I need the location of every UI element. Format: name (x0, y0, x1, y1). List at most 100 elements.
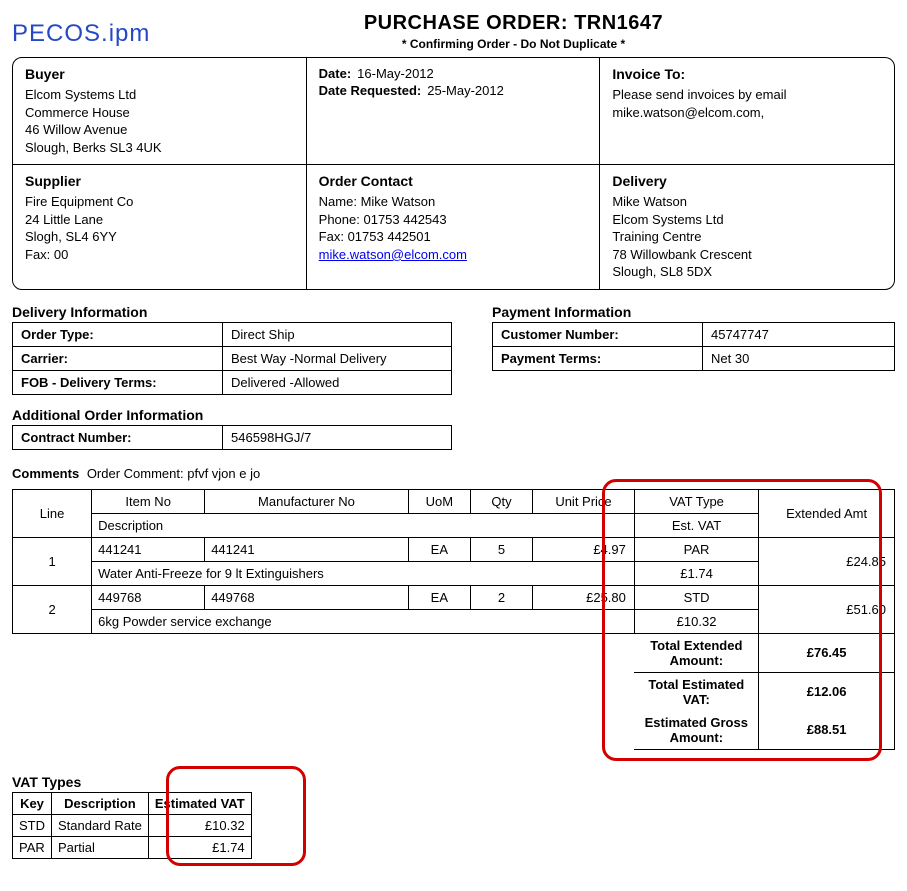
vat-key: STD (13, 814, 52, 836)
info-val: Best Way -Normal Delivery (223, 346, 452, 370)
supplier-line: Fire Equipment Co (25, 193, 294, 211)
col-ext-amt: Extended Amt (759, 489, 895, 537)
col-line: Line (13, 489, 92, 537)
buyer-cell: Buyer Elcom Systems Ltd Commerce House 4… (13, 58, 307, 165)
vat-col-est: Estimated VAT (148, 792, 251, 814)
cell-uom: EA (408, 537, 470, 561)
cell-unit-price: £4.97 (533, 537, 635, 561)
buyer-line: Commerce House (25, 104, 294, 122)
col-mfr-no: Manufacturer No (205, 489, 409, 513)
dates-cell: Date:16-May-2012 Date Requested:25-May-2… (307, 58, 601, 165)
comments-text: Order Comment: pfvf vjon e jo (87, 466, 260, 481)
delivery-line: Elcom Systems Ltd (612, 211, 882, 229)
info-key: FOB - Delivery Terms: (13, 370, 223, 394)
col-unit-price: Unit Price (533, 489, 635, 513)
payment-info-table: Customer Number:45747747 Payment Terms:N… (492, 322, 895, 371)
vat-types-table: Key Description Estimated VAT STD Standa… (12, 792, 252, 859)
vat-est: £1.74 (148, 836, 251, 858)
invoice-heading: Invoice To: (612, 66, 882, 82)
po-subtitle: * Confirming Order - Do Not Duplicate * (232, 37, 795, 51)
vat-col-desc: Description (52, 792, 149, 814)
cell-qty: 5 (470, 537, 532, 561)
col-est-vat: Est. VAT (634, 513, 758, 537)
col-vat-type: VAT Type (634, 489, 758, 513)
cell-vat-type: PAR (634, 537, 758, 561)
total-vat-label: Total Estimated VAT: (634, 672, 758, 711)
vat-est: £10.32 (148, 814, 251, 836)
contact-cell: Order Contact Name: Mike Watson Phone: 0… (307, 165, 601, 289)
header-grid: Buyer Elcom Systems Ltd Commerce House 4… (12, 57, 895, 290)
delivery-line: Slough, SL8 5DX (612, 263, 882, 281)
additional-info-section: Additional Order Information Contract Nu… (12, 407, 452, 450)
supplier-line: 24 Little Lane (25, 211, 294, 229)
info-val: 45747747 (703, 322, 895, 346)
vat-col-key: Key (13, 792, 52, 814)
contact-phone-value: 01753 442543 (363, 212, 446, 227)
line-items-table: Line Item No Manufacturer No UoM Qty Uni… (12, 489, 895, 750)
total-vat-value: £12.06 (759, 672, 895, 711)
delivery-info-section: Delivery Information Order Type:Direct S… (12, 304, 452, 395)
total-gross-value: £88.51 (759, 711, 895, 750)
vat-desc: Standard Rate (52, 814, 149, 836)
buyer-heading: Buyer (25, 66, 294, 82)
contact-heading: Order Contact (319, 173, 588, 189)
po-title: PURCHASE ORDER: TRN1647 (232, 12, 795, 35)
cell-ext-amt: £51.60 (759, 585, 895, 633)
contact-phone-label: Phone: (319, 212, 360, 227)
col-description: Description (92, 513, 635, 537)
info-key: Order Type: (13, 322, 223, 346)
payment-info-heading: Payment Information (492, 304, 895, 320)
total-ext-label: Total Extended Amount: (634, 633, 758, 672)
info-key: Contract Number: (13, 425, 223, 449)
cell-ext-amt: £24.85 (759, 537, 895, 585)
cell-mfr-no: 441241 (205, 537, 409, 561)
vat-desc: Partial (52, 836, 149, 858)
info-val: Delivered -Allowed (223, 370, 452, 394)
supplier-cell: Supplier Fire Equipment Co 24 Little Lan… (13, 165, 307, 289)
comments-label: Comments (12, 466, 79, 481)
cell-uom: EA (408, 585, 470, 609)
supplier-line: Slogh, SL4 6YY (25, 228, 294, 246)
vat-types-heading: VAT Types (12, 774, 312, 790)
info-key: Payment Terms: (493, 346, 703, 370)
cell-mfr-no: 449768 (205, 585, 409, 609)
buyer-line: 46 Willow Avenue (25, 121, 294, 139)
delivery-info-heading: Delivery Information (12, 304, 452, 320)
cell-line: 2 (13, 585, 92, 633)
supplier-line: Fax: 00 (25, 246, 294, 264)
date-requested-label: Date Requested: (319, 83, 422, 98)
contact-email-link[interactable]: mike.watson@elcom.com (319, 247, 467, 262)
vat-types-section: VAT Types Key Description Estimated VAT … (12, 774, 312, 859)
delivery-info-table: Order Type:Direct Ship Carrier:Best Way … (12, 322, 452, 395)
additional-heading: Additional Order Information (12, 407, 452, 423)
payment-info-section: Payment Information Customer Number:4574… (492, 304, 895, 395)
delivery-line: 78 Willowbank Crescent (612, 246, 882, 264)
buyer-line: Slough, Berks SL3 4UK (25, 139, 294, 157)
items-container: Line Item No Manufacturer No UoM Qty Uni… (12, 489, 895, 750)
delivery-heading: Delivery (612, 173, 882, 189)
date-value: 16-May-2012 (357, 66, 434, 81)
cell-est-vat: £10.32 (634, 609, 758, 633)
cell-unit-price: £25.80 (533, 585, 635, 609)
comments-line: Comments Order Comment: pfvf vjon e jo (12, 466, 895, 481)
cell-est-vat: £1.74 (634, 561, 758, 585)
cell-description: 6kg Powder service exchange (92, 609, 635, 633)
contact-name-value: Mike Watson (361, 194, 436, 209)
info-val: 546598HGJ/7 (223, 425, 452, 449)
col-qty: Qty (470, 489, 532, 513)
cell-description: Water Anti-Freeze for 9 lt Extinguishers (92, 561, 635, 585)
cell-qty: 2 (470, 585, 532, 609)
vat-key: PAR (13, 836, 52, 858)
contact-name-label: Name: (319, 194, 357, 209)
info-val: Direct Ship (223, 322, 452, 346)
buyer-line: Elcom Systems Ltd (25, 86, 294, 104)
date-label: Date: (319, 66, 352, 81)
invoice-cell: Invoice To: Please send invoices by emai… (600, 58, 894, 165)
invoice-text: Please send invoices by email mike.watso… (612, 86, 882, 121)
info-key: Customer Number: (493, 322, 703, 346)
cell-item-no: 449768 (92, 585, 205, 609)
col-item-no: Item No (92, 489, 205, 513)
total-ext-value: £76.45 (759, 633, 895, 672)
total-gross-label: Estimated Gross Amount: (634, 711, 758, 750)
cell-item-no: 441241 (92, 537, 205, 561)
